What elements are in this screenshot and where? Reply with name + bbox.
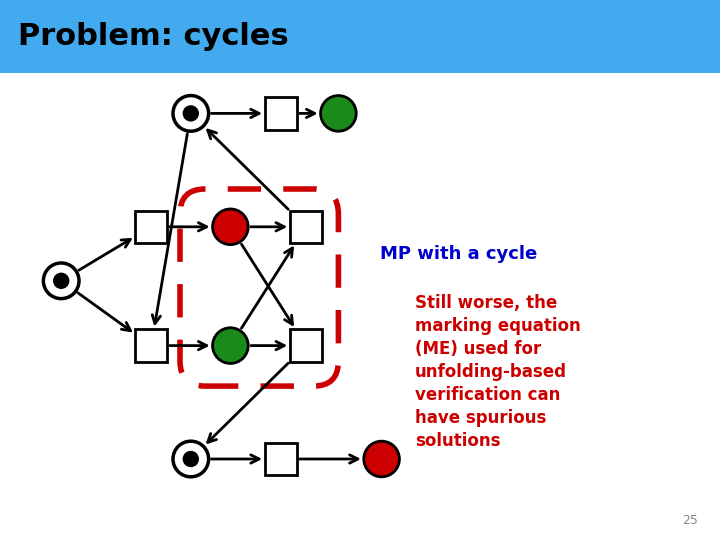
Circle shape <box>212 328 248 363</box>
Circle shape <box>184 451 198 467</box>
Circle shape <box>212 209 248 245</box>
Bar <box>265 443 297 475</box>
Bar <box>135 211 167 243</box>
Bar <box>135 329 167 362</box>
Circle shape <box>364 441 400 477</box>
Text: Problem: cycles: Problem: cycles <box>18 22 289 51</box>
Bar <box>0 0 720 73</box>
Circle shape <box>173 96 209 131</box>
Circle shape <box>54 273 68 288</box>
Circle shape <box>320 96 356 131</box>
Text: 25: 25 <box>683 514 698 526</box>
Bar <box>290 211 322 243</box>
Bar <box>265 97 297 130</box>
Bar <box>290 329 322 362</box>
Circle shape <box>43 263 79 299</box>
Text: MP with a cycle: MP with a cycle <box>380 245 537 263</box>
Circle shape <box>173 441 209 477</box>
Circle shape <box>184 106 198 121</box>
Text: Still worse, the
marking equation
(ME) used for
unfolding-based
verification can: Still worse, the marking equation (ME) u… <box>415 294 581 450</box>
